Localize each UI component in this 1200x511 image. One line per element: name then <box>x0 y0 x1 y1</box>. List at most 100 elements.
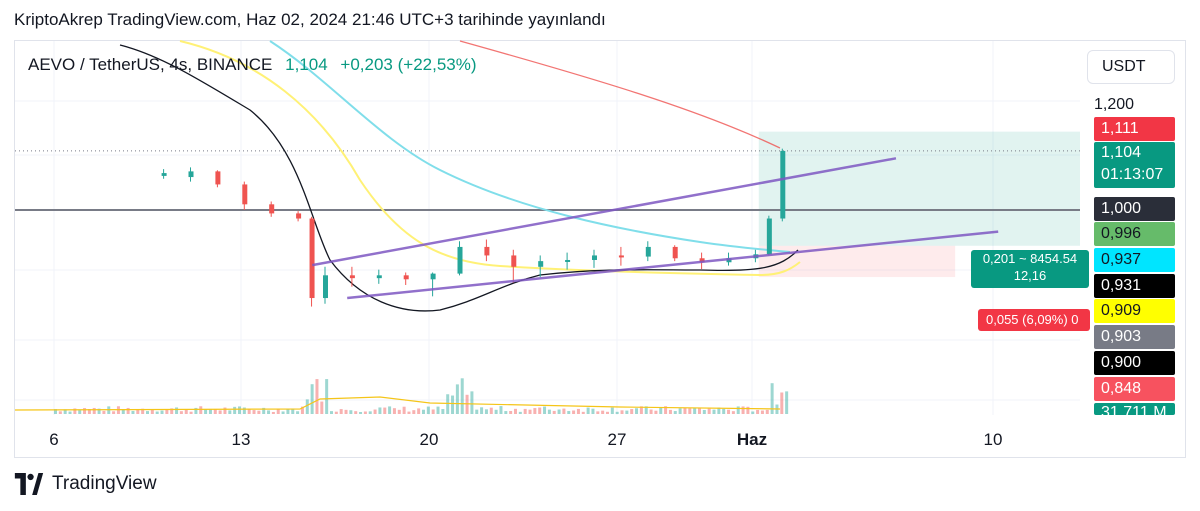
volume-bar <box>242 407 246 414</box>
candle-body <box>430 273 436 280</box>
volume-bar <box>286 409 290 414</box>
volume-bar <box>446 394 450 414</box>
volume-bar <box>213 409 217 414</box>
volume-bar <box>455 384 459 414</box>
x-tick-haz: Haz <box>736 430 768 449</box>
volume-bar <box>586 407 590 414</box>
volume-bar <box>591 408 595 414</box>
position-target-zone <box>758 131 1080 246</box>
volume-bar <box>567 411 571 414</box>
volume-bar <box>237 406 241 414</box>
x-tick-20: 20 <box>419 430 439 449</box>
volume-bar <box>160 410 164 414</box>
x-tick-27: 27 <box>607 430 627 449</box>
current-price-label: 1,104 01:13:07 <box>1094 142 1175 188</box>
volume-bar <box>528 409 532 414</box>
symbol-legend[interactable]: AEVO / TetherUS, 4s, BINANCE 1,104 +0,20… <box>28 55 477 75</box>
volume-bar <box>267 410 271 414</box>
volume-bar <box>576 408 580 414</box>
volume-bar <box>199 406 203 414</box>
volume-bar <box>509 410 513 414</box>
volume-bar <box>78 410 82 414</box>
volume-bar <box>538 407 542 414</box>
volume-bar <box>175 407 179 414</box>
candle-body <box>699 258 705 263</box>
volume-bar <box>654 410 658 414</box>
price-scale-label: 0,848 <box>1094 377 1175 401</box>
volume-bar <box>344 409 348 414</box>
volume-bar <box>83 408 87 414</box>
candle-body <box>457 246 463 274</box>
candle-body <box>296 213 302 219</box>
volume-bar <box>659 407 663 414</box>
volume-bar <box>368 411 372 414</box>
candle-countdown: 01:13:07 <box>1101 166 1164 183</box>
volume-bar <box>484 409 488 414</box>
profit-range: 0,201 ~ 8454.54 <box>982 251 1078 266</box>
volume-bar <box>480 407 484 414</box>
volume-bar <box>596 411 600 414</box>
volume-bar <box>610 407 614 414</box>
footer-brand[interactable]: TradingView <box>14 473 157 495</box>
candle-body <box>403 275 409 280</box>
volume-bar <box>126 407 130 414</box>
volume-bar <box>644 406 648 414</box>
volume-bar <box>112 411 116 414</box>
position-profit-label[interactable]: 0,201 ~ 8454.54 12,16 <box>971 250 1089 288</box>
candle-body <box>269 204 275 214</box>
volume-bar <box>194 407 198 414</box>
volume-bar <box>707 408 711 414</box>
candle-body <box>161 173 167 176</box>
volume-bar <box>315 379 319 414</box>
volume-bar <box>523 408 527 414</box>
volume-bar <box>552 410 556 414</box>
volume-bar <box>310 384 314 414</box>
volume-bar <box>141 408 145 414</box>
volume-bar <box>300 406 304 414</box>
volume-bar <box>475 409 479 414</box>
volume-bar <box>417 408 421 414</box>
volume-bar <box>97 408 101 414</box>
volume-bar <box>392 408 396 414</box>
candle-body <box>349 275 355 279</box>
candle-body <box>645 246 651 257</box>
volume-bar <box>639 406 643 414</box>
volume-bar <box>388 406 392 414</box>
volume-bar <box>494 409 498 414</box>
volume-bar <box>712 409 716 414</box>
volume-bar <box>296 411 300 414</box>
volume-bar <box>320 401 324 414</box>
volume-bar <box>189 411 193 414</box>
publish-info: KriptoAkrep TradingView.com, Haz 02, 202… <box>14 10 606 29</box>
volume-bar <box>252 410 256 414</box>
tradingview-logo-icon <box>14 473 44 495</box>
volume-bar <box>121 409 125 414</box>
volume-bar <box>664 406 668 414</box>
volume-bar <box>470 391 474 414</box>
x-tick-6: 6 <box>49 430 59 449</box>
volume-bar <box>746 406 750 414</box>
candle-body <box>323 275 328 299</box>
volume-bar <box>145 411 149 414</box>
volume-bar <box>649 409 653 414</box>
volume-bar <box>247 408 251 414</box>
volume-bar <box>702 409 706 414</box>
brand-name: TradingView <box>52 473 157 494</box>
symbol-price: 1,104 <box>285 55 328 74</box>
candle-body <box>242 184 248 205</box>
candle-body <box>780 150 786 219</box>
currency-selector[interactable]: USDT <box>1087 50 1175 84</box>
position-loss-label[interactable]: 0,055 (6,09%) 0 <box>978 309 1090 331</box>
volume-bar <box>441 409 445 414</box>
volume-bar <box>780 392 784 414</box>
volume-bar <box>262 407 266 414</box>
x-tick-10: 10 <box>983 430 1003 449</box>
volume-bar <box>499 406 503 414</box>
volume-bar <box>513 408 517 414</box>
volume-bar <box>208 409 212 414</box>
volume-bar <box>736 406 740 414</box>
volume-bar <box>412 410 416 414</box>
volume-bar <box>562 408 566 414</box>
channel-lower-line <box>347 230 999 300</box>
